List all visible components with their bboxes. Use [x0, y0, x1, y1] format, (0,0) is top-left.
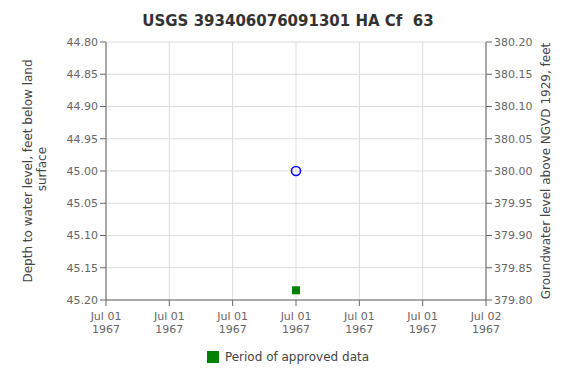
svg-text:Jul 011967: Jul 011967 [406, 310, 438, 336]
html-text:USGS 393406076091301 HA Cf 63: USGS 393406076091301 HA Cf 63 [142, 12, 434, 30]
svg-text:44.80: 44.80 [67, 36, 99, 49]
svg-text:380.10: 380.10 [494, 100, 533, 113]
html-text:Period of approved data: Period of approved data [224, 350, 370, 364]
svg-text:45.05: 45.05 [67, 197, 99, 210]
svg-text:44.90: 44.90 [67, 100, 99, 113]
svg-text:Jul 011967: Jul 011967 [280, 310, 312, 336]
svg-text:379.80: 379.80 [494, 294, 533, 307]
svg-text:44.95: 44.95 [67, 133, 99, 146]
svg-text:45.20: 45.20 [67, 294, 99, 307]
svg-text:379.90: 379.90 [494, 229, 533, 242]
svg-text:Jul 011967: Jul 011967 [216, 310, 248, 336]
svg-text:379.95: 379.95 [494, 197, 533, 210]
svg-text:380.00: 380.00 [494, 165, 533, 178]
svg-text:380.20: 380.20 [494, 36, 533, 49]
svg-text:45.15: 45.15 [67, 262, 99, 275]
svg-text:Jul 021967: Jul 021967 [470, 310, 502, 336]
svg-text:Depth to water level, feet bel: Depth to water level, feet below land su… [21, 59, 49, 282]
svg-text:Groundwater level above NGVD 1: Groundwater level above NGVD 1929, feet [539, 42, 553, 299]
svg-text:380.15: 380.15 [494, 68, 533, 81]
svg-text:Jul 011967: Jul 011967 [90, 310, 122, 336]
svg-text:Jul 011967: Jul 011967 [153, 310, 185, 336]
svg-text:45.10: 45.10 [67, 229, 99, 242]
svg-text:380.05: 380.05 [494, 133, 533, 146]
svg-text:379.85: 379.85 [494, 262, 533, 275]
svg-text:45.00: 45.00 [67, 165, 99, 178]
svg-text:44.85: 44.85 [67, 68, 99, 81]
svg-text:Jul 011967: Jul 011967 [343, 310, 375, 336]
